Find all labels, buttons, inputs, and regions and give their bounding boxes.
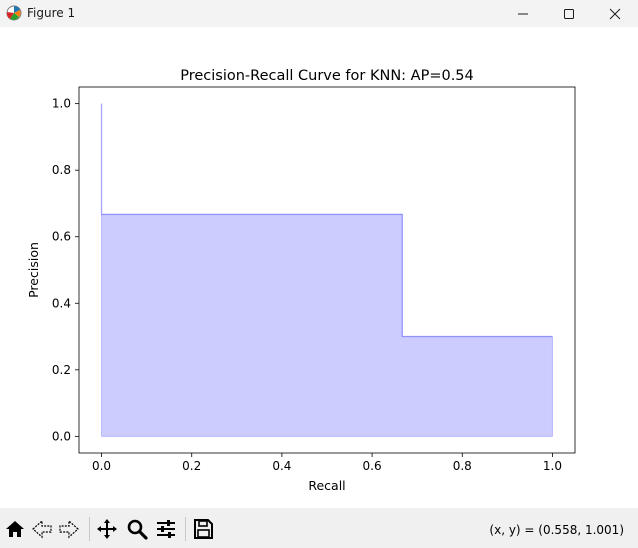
figure-canvas[interactable]: 0.0 0.2 0.4 0.6 0.8 1.0 0.0 0.2 0.4 0.6 0.8 1.0 Prec…	[0, 27, 638, 508]
forward-icon	[59, 519, 79, 539]
axes-frame	[78, 86, 576, 454]
x-tick-label: 0.0	[92, 459, 111, 473]
close-button[interactable]	[592, 0, 638, 27]
matplotlib-icon	[6, 5, 22, 21]
x-tick-label: 1.0	[543, 459, 562, 473]
pan-button[interactable]	[95, 517, 119, 541]
y-tick-label: 0.6	[52, 230, 71, 244]
save-button[interactable]	[191, 517, 215, 541]
precision-recall-chart: 0.0 0.2 0.4 0.6 0.8 1.0 0.0 0.2 0.4 0.6 0.8 1.0 Prec…	[26, 68, 576, 493]
back-button[interactable]	[30, 517, 54, 541]
configure-subplots-icon	[157, 520, 175, 538]
chart-title: Precision-Recall Curve for KNN: AP=0.54	[180, 68, 474, 84]
x-axis-label: Recall	[308, 478, 345, 493]
zoom-icon	[127, 519, 148, 540]
maximize-icon	[564, 8, 574, 19]
cursor-coordinates: (x, y) = (0.558, 1.001)	[489, 523, 624, 537]
toolbar-separator	[89, 517, 90, 541]
navigation-toolbar: (x, y) = (0.558, 1.001)	[0, 508, 638, 548]
home-icon	[6, 521, 24, 537]
close-icon	[609, 8, 621, 19]
home-button[interactable]	[3, 517, 27, 541]
y-tick-label: 0.4	[52, 296, 71, 310]
x-tick-label: 0.6	[363, 459, 382, 473]
x-tick-label: 0.4	[272, 459, 291, 473]
back-icon	[32, 519, 52, 539]
zoom-button[interactable]	[125, 517, 149, 541]
window-titlebar: Figure 1	[0, 0, 638, 27]
toolbar-separator	[185, 517, 186, 541]
x-tick-label: 0.8	[453, 459, 472, 473]
x-tick-label: 0.2	[182, 459, 201, 473]
configure-subplots-button[interactable]	[154, 517, 178, 541]
minimize-icon	[518, 13, 528, 14]
y-tick-label: 0.2	[52, 363, 71, 377]
y-tick-label: 0.8	[52, 163, 71, 177]
pr-area-fill	[101, 103, 553, 437]
y-axis-label: Precision	[26, 242, 41, 298]
y-tick-label: 0.0	[52, 429, 71, 443]
forward-button[interactable]	[57, 517, 81, 541]
y-tick-label: 1.0	[52, 97, 71, 111]
minimize-button[interactable]	[500, 0, 546, 27]
save-icon	[194, 519, 213, 539]
pr-step-line	[100, 103, 553, 338]
pan-icon	[97, 519, 117, 539]
maximize-button[interactable]	[546, 0, 592, 27]
window-title: Figure 1	[27, 6, 76, 20]
